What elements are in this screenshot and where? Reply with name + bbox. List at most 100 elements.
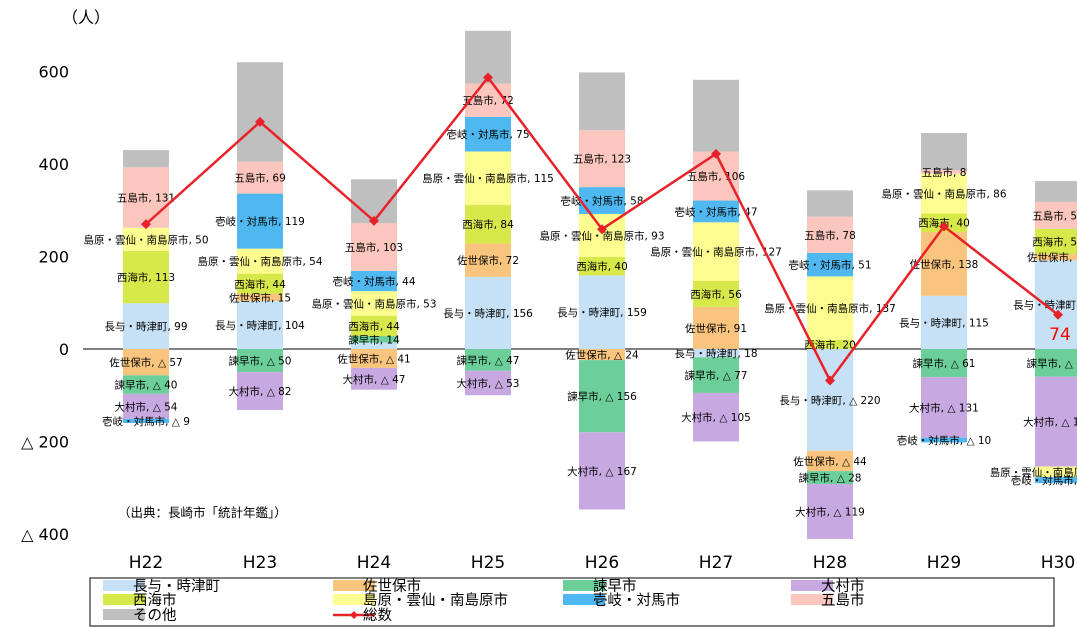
bar-segment xyxy=(1035,260,1077,349)
bar-segment xyxy=(237,300,283,349)
bar-segment xyxy=(921,349,967,378)
bar-segment xyxy=(921,295,967,349)
bar-segment xyxy=(921,231,967,296)
data-label: 大村市, △ 82 xyxy=(229,385,292,398)
bar-segment xyxy=(1035,228,1077,255)
bar-segment xyxy=(921,377,967,438)
bar-segment xyxy=(1035,466,1077,478)
bar-segment xyxy=(807,252,853,277)
data-label: 五島市, 72 xyxy=(462,94,514,107)
total-marker xyxy=(483,72,493,83)
source-note: （出典：長崎市「統計年鑑」） xyxy=(118,505,287,520)
bar-segment xyxy=(351,342,397,349)
bar-segment xyxy=(693,281,739,307)
bar-segment xyxy=(351,223,397,271)
data-label: 島原・雲仙・南島原市, 50 xyxy=(83,233,208,246)
data-label: 大村市, △ 167 xyxy=(567,465,637,478)
data-label: 諫早市, △ 60 xyxy=(1027,357,1077,370)
legend-label: 大村市 xyxy=(821,578,865,595)
bar-segment xyxy=(807,276,853,340)
x-tick-label: H27 xyxy=(699,553,733,573)
bar-segment xyxy=(465,276,511,349)
legend-swatch xyxy=(563,594,605,605)
total-marker xyxy=(597,224,607,235)
y-tick-label: △ 200 xyxy=(21,433,69,452)
data-label: 佐世保市, △ 41 xyxy=(337,352,410,365)
bar-segment xyxy=(237,349,283,373)
data-label: 島原・雲仙・南島原市, 54 xyxy=(197,255,322,268)
bar-segment xyxy=(807,190,853,217)
data-label: 壱岐・対馬市, 44 xyxy=(332,275,415,288)
bar-segment xyxy=(465,243,511,277)
bar-segment xyxy=(123,375,169,394)
bar-segment xyxy=(921,437,967,443)
data-label: 西海市, 44 xyxy=(348,320,400,333)
bar-segment xyxy=(579,256,625,276)
data-label: 長与・時津町, 99 xyxy=(104,321,187,333)
bar-segment xyxy=(579,130,625,188)
legend-swatch xyxy=(563,580,605,591)
total-line-series: 74 xyxy=(141,72,1071,386)
total-marker xyxy=(939,221,949,232)
data-label: 西海市, 44 xyxy=(234,278,286,291)
bar-segment xyxy=(123,150,169,168)
data-label: 大村市, △ 54 xyxy=(115,400,178,413)
bar-segment xyxy=(807,216,853,253)
data-label: 五島市, 8 xyxy=(922,166,967,179)
bar-segment xyxy=(237,62,283,162)
bar-segment xyxy=(693,392,739,442)
data-label: 五島市, 106 xyxy=(687,170,746,183)
data-label: 大村市, △ 47 xyxy=(343,373,406,386)
total-marker xyxy=(711,148,721,159)
bar-segment xyxy=(1035,349,1077,377)
data-label: 長与・時津町, 156 xyxy=(443,308,533,320)
x-tick-label: H30 xyxy=(1041,553,1075,573)
bar-segment xyxy=(465,151,511,205)
data-label: 五島市, 78 xyxy=(804,229,856,242)
data-label: 諫早市, △ 77 xyxy=(685,369,748,382)
data-label: 諫早市, △ 47 xyxy=(457,354,520,367)
bar-segment xyxy=(693,306,739,349)
segment-labels: 長与・時津町, 99 佐世保市, △ 57 諫早市, △ 40 大村市, △ 54 西海… xyxy=(83,94,1077,518)
x-tick-label: H22 xyxy=(129,553,163,573)
data-label: 五島市, 103 xyxy=(345,241,403,254)
data-label: 佐世保市, 72 xyxy=(457,254,519,267)
data-label: 島原・雲仙・南島原市, 115 xyxy=(422,172,554,185)
data-label: 五島市, 58 xyxy=(1032,209,1077,222)
legend-label: 総数 xyxy=(363,607,392,624)
legend-swatch xyxy=(103,580,145,591)
data-label: 島原・雲仙・南島原市, 137 xyxy=(764,302,896,315)
bar-segment xyxy=(465,116,511,152)
data-label: 五島市, 123 xyxy=(573,153,631,166)
legend-swatch xyxy=(103,609,145,620)
data-label: 壱岐・対馬市, 119 xyxy=(215,215,305,228)
data-label: 佐世保市, △ 44 xyxy=(793,455,867,468)
y-unit-label: （人） xyxy=(62,8,110,27)
y-tick-label: 400 xyxy=(38,155,69,174)
data-label: 佐世保市, 138 xyxy=(910,258,979,271)
legend-label: 五島市 xyxy=(821,592,865,609)
bar-segment xyxy=(237,161,283,194)
legend-label: 諫早市 xyxy=(593,578,637,595)
data-label: 長与・時津町, △ 220 xyxy=(779,395,880,407)
legend-swatch xyxy=(103,594,145,605)
data-label: 長与・時津町, 18 xyxy=(674,348,757,360)
bar-segment xyxy=(465,349,511,371)
bar-segment xyxy=(351,367,397,390)
data-label: 壱岐・対馬市, 47 xyxy=(674,205,757,218)
bar-segment xyxy=(1035,477,1077,484)
data-label: 諫早市, △ 61 xyxy=(913,357,976,370)
data-label: 長与・時津町, 115 xyxy=(899,317,989,329)
bar-segment xyxy=(807,484,853,540)
bar-segment xyxy=(693,151,739,201)
legend-label: 佐世保市 xyxy=(363,578,421,595)
bar-segment xyxy=(123,167,169,228)
bar-segment xyxy=(693,222,739,282)
total-marker xyxy=(369,215,379,226)
data-label: 五島市, 131 xyxy=(117,192,175,205)
y-axis-ticks: 600 400 200 0 △ 200 △ 400 xyxy=(21,63,69,545)
legend-label: 島原・雲仙・南島原市 xyxy=(363,592,508,609)
total-marker xyxy=(825,375,835,386)
bar-segment xyxy=(1035,181,1077,202)
